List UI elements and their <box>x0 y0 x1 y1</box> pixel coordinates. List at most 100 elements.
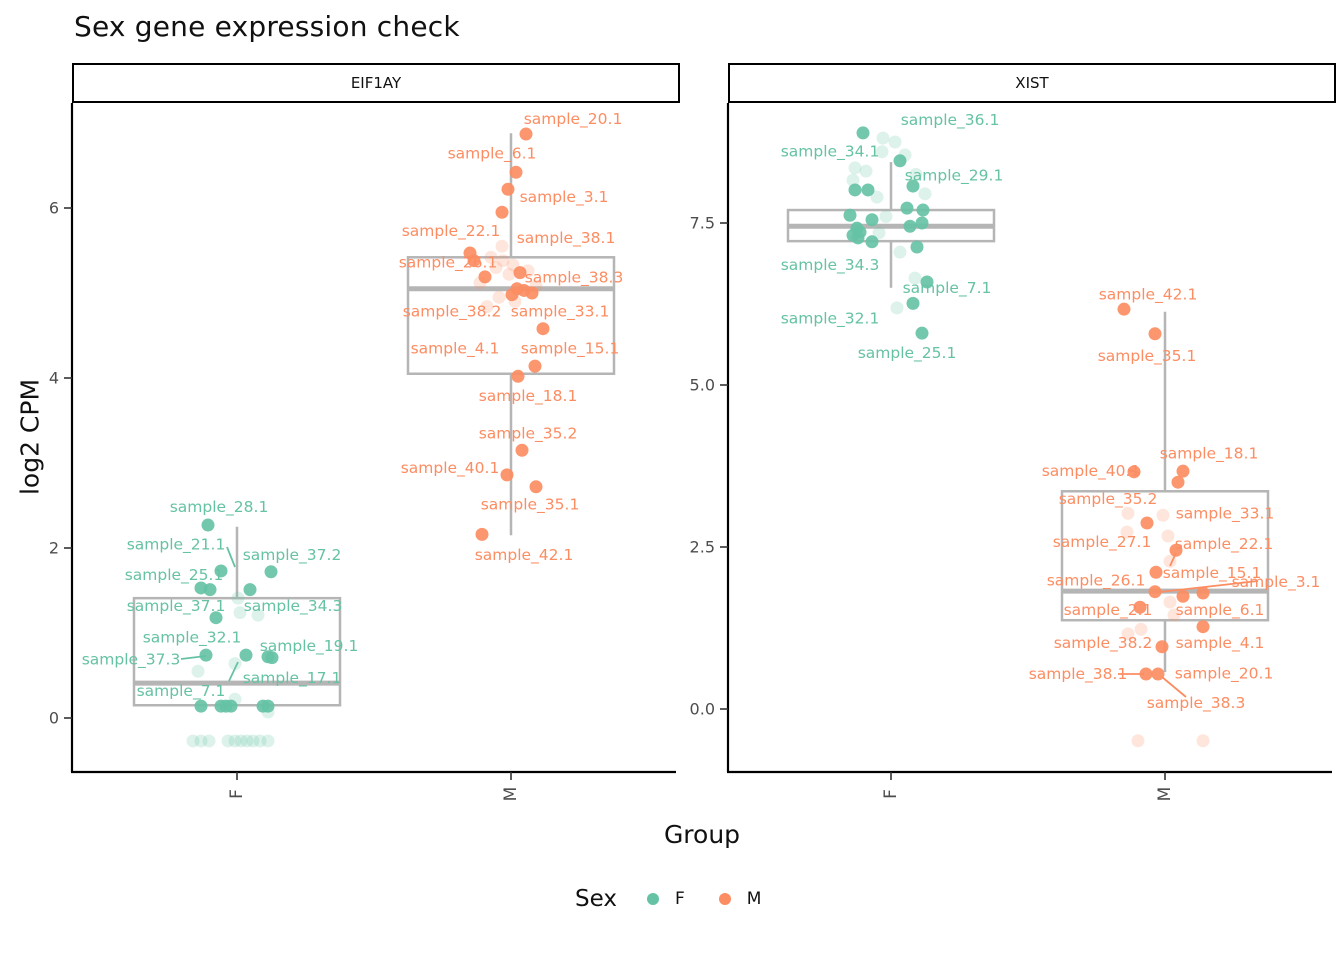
jitter-point <box>1148 585 1162 599</box>
facet-strip-label: XIST <box>1015 74 1049 92</box>
jitter-point <box>856 126 870 140</box>
jitter-point <box>916 203 930 217</box>
jitter-point <box>253 734 267 748</box>
sample-label: sample_4.1 <box>1176 634 1265 653</box>
sample-label: sample_38.3 <box>1147 694 1246 713</box>
legend-title: Sex <box>575 886 617 912</box>
jitter-point <box>194 734 208 748</box>
jitter-point <box>495 239 509 253</box>
sample-label: sample_22.1 <box>1175 535 1274 554</box>
jitter-point <box>1176 589 1190 603</box>
y-tick-label: 4 <box>49 369 59 388</box>
sample-label: sample_32.1 <box>781 309 880 328</box>
sample-label: sample_7.1 <box>137 682 226 701</box>
jitter-point <box>480 300 494 314</box>
legend-label-f: F <box>674 889 685 909</box>
sample-label: sample_20.1 <box>524 110 623 129</box>
jitter-point <box>191 664 205 678</box>
jitter-point <box>872 226 886 240</box>
sample-label: sample_35.1 <box>481 496 580 515</box>
sample-label: sample_2.1 <box>1064 601 1153 620</box>
jitter-point <box>1148 327 1162 341</box>
y-tick-label: 5.0 <box>690 376 715 395</box>
jitter-point <box>496 254 510 268</box>
sample-label: sample_40.1 <box>1042 462 1141 481</box>
sample-label: sample_32.1 <box>143 628 242 647</box>
sample-label: sample_38.2 <box>403 303 502 322</box>
sample-label: sample_38.1 <box>1029 665 1128 684</box>
sample-label: sample_42.1 <box>1099 285 1198 304</box>
jitter-point <box>243 583 257 597</box>
sample-label: sample_3.1 <box>1232 573 1321 592</box>
y-tick-label: 6 <box>49 199 59 218</box>
jitter-point <box>265 651 279 665</box>
jitter-point <box>888 135 902 149</box>
jitter-point <box>228 734 242 748</box>
label-leader-line <box>1127 469 1141 474</box>
jitter-point <box>1171 475 1185 489</box>
sample-label: sample_37.1 <box>127 597 226 616</box>
jitter-point <box>478 270 492 284</box>
jitter-point <box>495 205 509 219</box>
jitter-point <box>261 734 275 748</box>
jitter-point <box>234 734 248 748</box>
jitter-point <box>1134 622 1148 636</box>
sample-label: sample_6.1 <box>448 145 537 164</box>
jitter-point <box>528 359 542 373</box>
jitter-point <box>906 179 920 193</box>
box <box>406 256 616 375</box>
jitter-point <box>1149 565 1163 579</box>
sample-label: sample_15.1 <box>521 339 620 358</box>
jitter-point <box>843 208 857 222</box>
sample-label: sample_22.1 <box>402 222 501 241</box>
sample-label: sample_25.1 <box>858 344 957 363</box>
jitter-point <box>261 705 275 719</box>
jitter-point <box>846 173 860 187</box>
sample-label: sample_25.1 <box>125 566 224 585</box>
jitter-point <box>1151 667 1165 681</box>
jitter-point <box>186 734 200 748</box>
jitter-point <box>467 254 481 268</box>
jitter-point <box>501 182 515 196</box>
jitter-point <box>246 734 260 748</box>
x-tick-label: M <box>1155 787 1175 802</box>
x-tick-label: F <box>227 789 247 799</box>
sample-label: sample_35.2 <box>1059 490 1158 509</box>
jitter-point <box>203 583 217 597</box>
sample-label: sample_42.1 <box>475 546 574 565</box>
jitter-point <box>865 235 879 249</box>
jitter-point <box>264 565 278 579</box>
jitter-point <box>500 468 514 482</box>
jitter-point <box>851 231 865 245</box>
x-tick-label: M <box>501 787 521 802</box>
label-leader-line <box>228 661 239 682</box>
sample-label: sample_4.1 <box>411 339 500 358</box>
jitter-point <box>529 480 543 494</box>
label-leader-line <box>1159 580 1259 593</box>
sample-label: sample_6.1 <box>1176 601 1265 620</box>
jitter-point <box>1196 586 1210 600</box>
jitter-point <box>1196 620 1210 634</box>
jitter-point <box>515 443 529 457</box>
sample-label: sample_26.1 <box>399 253 498 272</box>
jitter-point <box>1120 525 1134 539</box>
sample-label: sample_18.1 <box>479 387 578 406</box>
y-axis-title: log2 CPM <box>15 378 45 496</box>
sample-label: sample_20.1 <box>1175 664 1274 683</box>
sample-label: sample_3.1 <box>520 188 609 207</box>
chart-title: Sex gene expression check <box>74 10 460 43</box>
sample-label: sample_38.2 <box>1054 634 1153 653</box>
jitter-point <box>1140 516 1154 530</box>
sample-label: sample_27.1 <box>1053 533 1152 552</box>
jitter-point <box>239 648 253 662</box>
jitter-point <box>909 167 923 181</box>
jitter-point <box>1131 734 1145 748</box>
sample-label: sample_33.1 <box>1176 504 1275 523</box>
sample-label: sample_40.1 <box>401 459 500 478</box>
jitter-point <box>251 608 265 622</box>
jitter-point <box>879 210 893 224</box>
sample-label: sample_33.1 <box>511 303 610 322</box>
sample-label: sample_29.1 <box>905 167 1004 186</box>
